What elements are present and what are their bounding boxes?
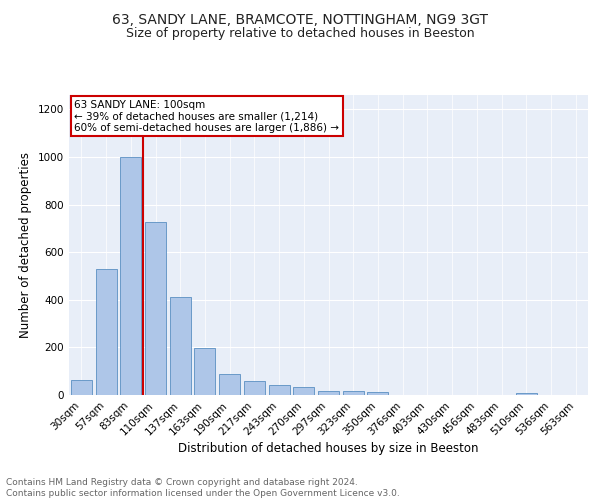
Bar	[343, 390, 364, 395]
Y-axis label: Number of detached properties: Number of detached properties	[19, 152, 32, 338]
Bar	[367, 392, 388, 395]
Bar	[95, 269, 116, 395]
Text: Size of property relative to detached houses in Beeston: Size of property relative to detached ho…	[125, 28, 475, 40]
Bar	[194, 348, 215, 395]
Bar	[145, 222, 166, 395]
Bar	[244, 380, 265, 395]
Bar	[269, 385, 290, 395]
Bar	[170, 298, 191, 395]
Text: Contains HM Land Registry data © Crown copyright and database right 2024.
Contai: Contains HM Land Registry data © Crown c…	[6, 478, 400, 498]
X-axis label: Distribution of detached houses by size in Beeston: Distribution of detached houses by size …	[178, 442, 479, 456]
Bar	[120, 157, 141, 395]
Bar	[293, 386, 314, 395]
Bar	[516, 392, 537, 395]
Bar	[71, 380, 92, 395]
Text: 63, SANDY LANE, BRAMCOTE, NOTTINGHAM, NG9 3GT: 63, SANDY LANE, BRAMCOTE, NOTTINGHAM, NG…	[112, 12, 488, 26]
Bar	[219, 374, 240, 395]
Bar	[318, 390, 339, 395]
Text: 63 SANDY LANE: 100sqm
← 39% of detached houses are smaller (1,214)
60% of semi-d: 63 SANDY LANE: 100sqm ← 39% of detached …	[74, 100, 339, 132]
